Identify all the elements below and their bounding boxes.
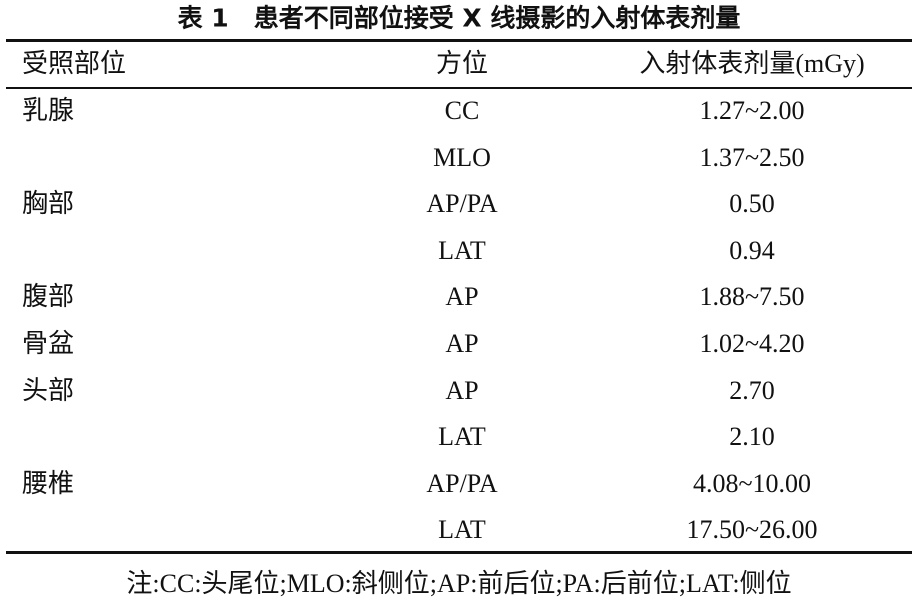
- view: AP: [445, 329, 479, 358]
- body-part: 胸部: [22, 189, 75, 219]
- table-note: 注:CC:头尾位;MLO:斜侧位;AP:前后位;PA:后前位;LAT:侧位: [126, 569, 792, 598]
- header-rule: [6, 87, 912, 89]
- view: LAT: [438, 422, 486, 452]
- body-part: 乳腺: [22, 96, 75, 125]
- body-part: 腰椎: [22, 468, 75, 498]
- view: CC: [444, 96, 480, 125]
- dose: 1.27~2.00: [699, 96, 805, 125]
- dose: 0.94: [729, 235, 775, 265]
- view: LAT: [438, 515, 486, 545]
- dose: 2.10: [729, 422, 775, 452]
- view: MLO: [433, 142, 491, 172]
- view: AP/PA: [426, 189, 498, 219]
- header-cell: 方位: [435, 49, 488, 78]
- top-rule: [6, 39, 912, 42]
- view: AP: [445, 375, 479, 405]
- table-title: 表 1 患者不同部位接受 X 线摄影的入射体表剂量: [177, 3, 741, 33]
- header-cell: 受照部位: [22, 49, 127, 78]
- bottom-rule: [6, 551, 912, 554]
- view: LAT: [438, 235, 486, 265]
- body-part: 骨盆: [22, 329, 75, 358]
- dose: 2.70: [729, 375, 775, 405]
- view: AP/PA: [426, 468, 498, 498]
- dose: 1.02~4.20: [699, 329, 805, 358]
- dose: 4.08~10.00: [692, 468, 812, 498]
- dose: 1.37~2.50: [699, 142, 805, 172]
- view: AP: [445, 282, 479, 312]
- dose: 0.50: [729, 189, 775, 219]
- body-part: 腹部: [22, 282, 75, 312]
- dose: 1.88~7.50: [699, 282, 805, 312]
- header-cell: 入射体表剂量(mGy): [639, 49, 865, 78]
- dose: 17.50~26.00: [686, 515, 818, 545]
- body-part: 头部: [22, 375, 75, 405]
